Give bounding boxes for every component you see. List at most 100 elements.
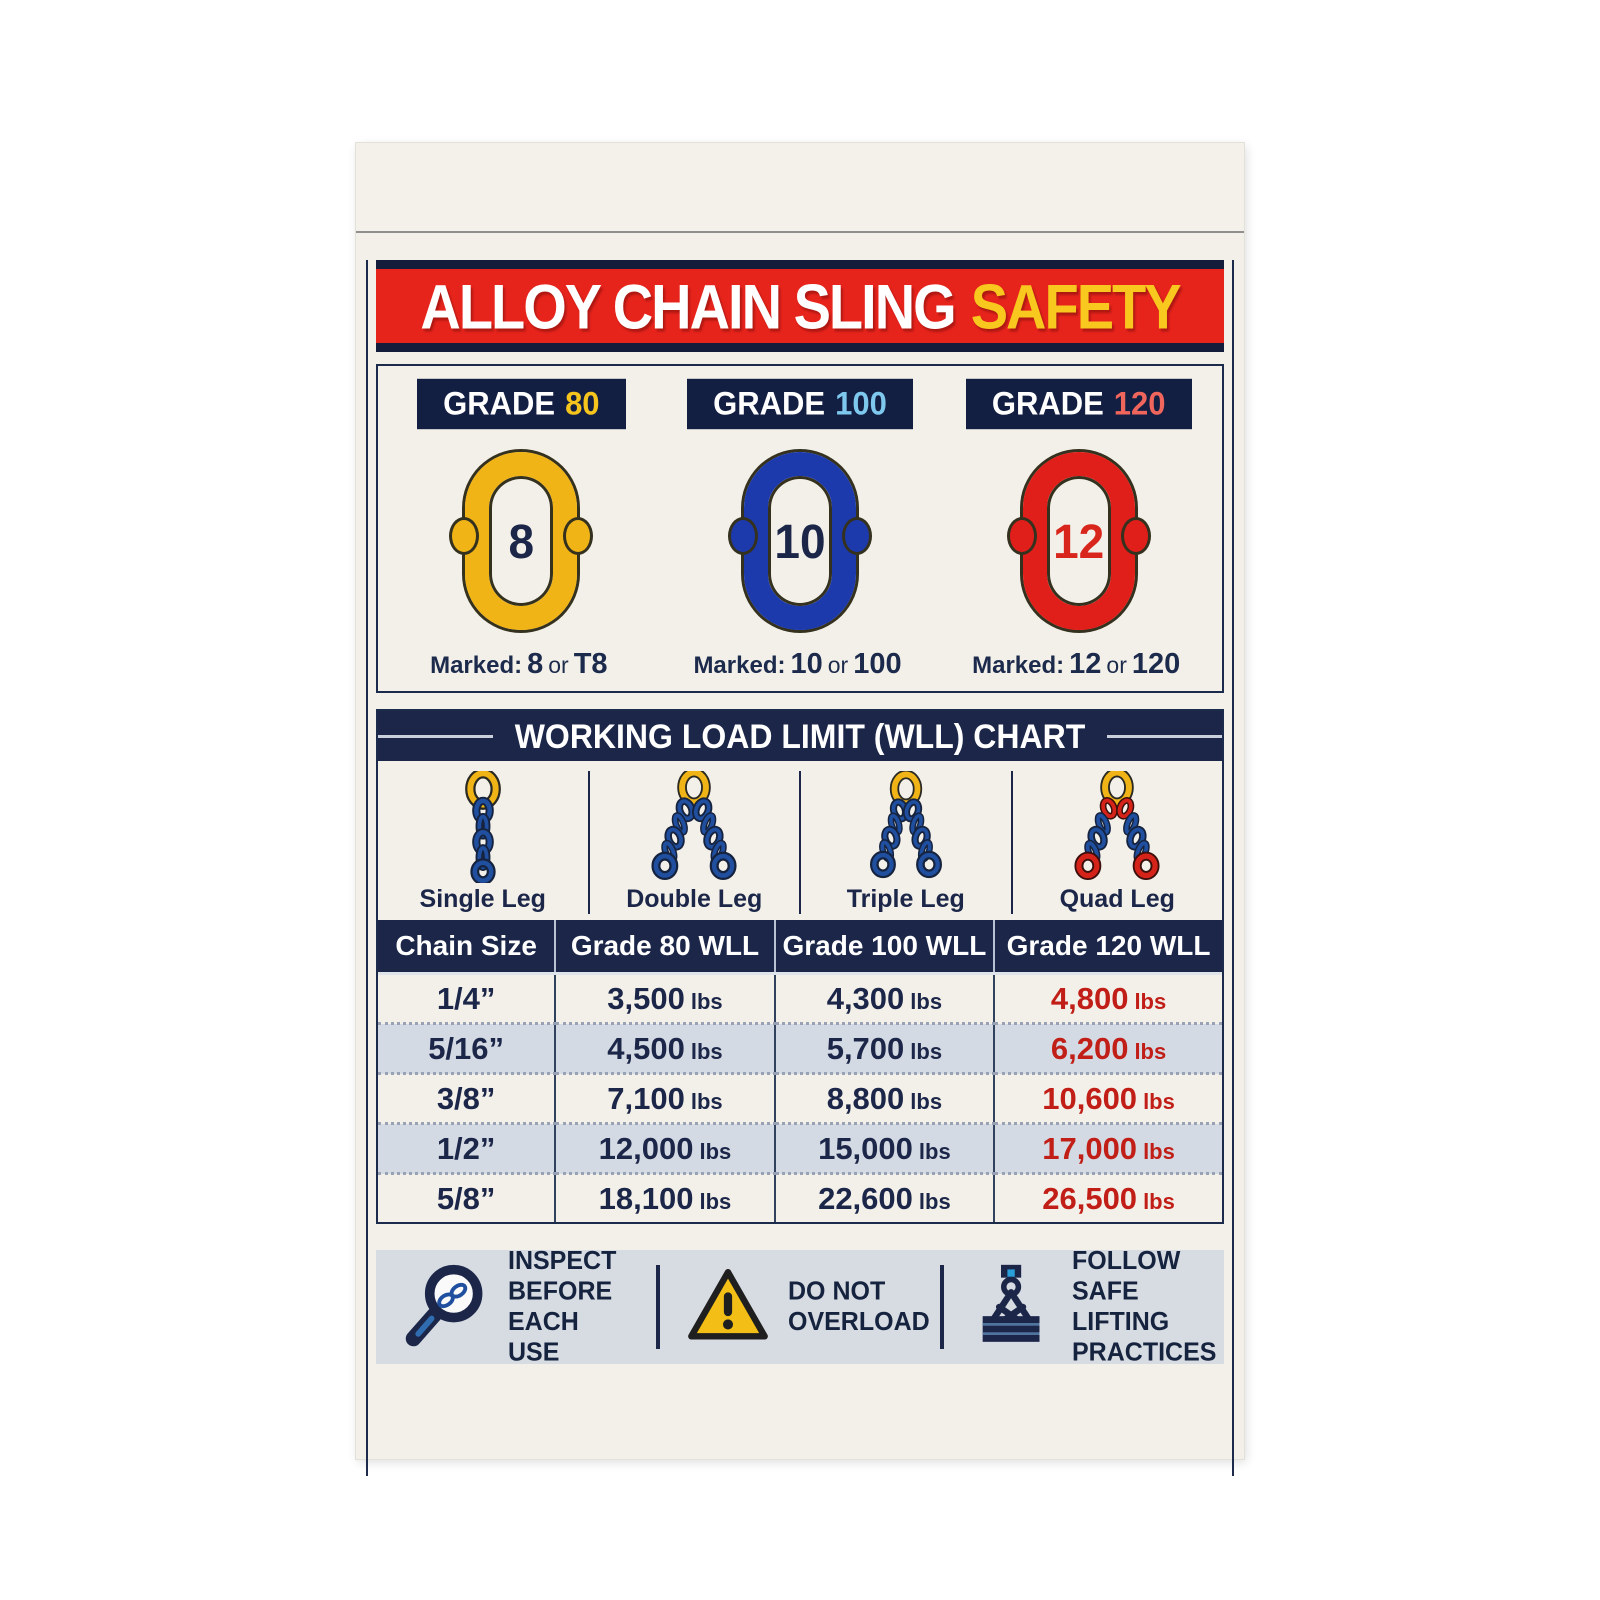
wll-unit: lbs [690,1088,723,1114]
marked-prefix: Marked: [972,652,1065,679]
grade-120-column: GRADE 120 12 Marked: 12 or 120 [939,378,1218,681]
wll-unit: lbs [910,1038,943,1064]
wll-chart-section: WORKING LOAD LIMIT (WLL) CHART [376,709,1224,1224]
grade-120-marking: Marked: 12 or 120 [972,648,1185,681]
page-title: ALLOY CHAIN SLING SAFETY [420,270,1182,343]
wll-unit: lbs [690,988,723,1014]
grade120-wll-cell: 17,000 lbs [993,1122,1222,1174]
banner-rule-left [378,734,493,738]
col-header-chain-size: Chain Size [378,920,556,975]
grade-120-master-link-icon: 12 [1009,448,1148,634]
banner-rule-right [1107,734,1222,738]
wll-unit: lbs [910,1088,943,1114]
chain-size-cell: 1/4” [436,980,496,1016]
grade80-wll-cell: 3,500 lbs [554,973,775,1024]
wll-value: 15,000 [818,1130,913,1166]
wll-unit: lbs [918,1188,951,1214]
marked-conjunction: or [827,652,849,678]
grade100-wll-cell: 4,300 lbs [773,973,995,1024]
grade-number: 100 [835,385,887,422]
inspect-item: INSPECT BEFORE EACH USE [376,1246,656,1367]
master-link-ring: 12 [1009,452,1148,630]
do-not-overload-text: DO NOT OVERLOAD [788,1276,930,1337]
wll-value: 8,800 [826,1080,905,1116]
grade-100-column: GRADE 100 10 Marked: 10 or 100 [661,378,940,681]
title-highlight: SAFETY [970,270,1182,342]
table-row: 3/8” 7,100 lbs 8,800 lbs 10,600 lbs [378,1072,1222,1124]
chain-size-cell: 5/8” [378,1172,556,1222]
safe-lifting-text: FOLLOW SAFE LIFTING PRACTICES [1072,1246,1217,1367]
triple-leg-column: Triple Leg [799,771,1011,914]
grade-number: 80 [565,385,600,422]
grade80-wll-cell: 12,000 lbs [554,1122,775,1174]
grade-100-master-link-icon: 10 [731,448,869,634]
chain-size-cell: 5/16” [378,1022,556,1074]
col-header-grade120: Grade 120 WLL [993,920,1222,975]
single-leg-sling-icon [464,771,501,883]
grade-number: 120 [1113,385,1166,422]
master-link-ring: 10 [731,452,869,630]
double-leg-column: Double Leg [587,771,800,914]
grade-80-marking: Marked: 8 or T8 [430,648,612,681]
chain-size-cell: 1/2” [378,1122,556,1174]
grade-80-master-link-icon: 8 [452,448,591,634]
grade100-wll-cell: 5,700 lbs [773,1022,995,1074]
safe-lifting-item: FOLLOW SAFE LIFTING PRACTICES [944,1246,1224,1367]
quad-leg-column: Quad Leg [1010,771,1223,914]
inspect-text: INSPECT BEFORE EACH USE [508,1246,617,1367]
leg-label: Double Leg [626,885,763,913]
wll-chart-banner: WORKING LOAD LIMIT (WLL) CHART [378,711,1222,761]
grade-100-header: GRADE 100 [687,378,913,430]
wll-unit: lbs [699,1138,732,1164]
grade-label: GRADE [443,385,556,422]
marked-code-1: 12 [1069,648,1102,680]
wll-value: 12,000 [598,1130,694,1166]
col-header-grade80: Grade 80 WLL [554,920,775,975]
grades-section: GRADE 80 8 Marked: 8 or T8 GRADE 100 [376,364,1224,693]
leg-label: Single Leg [419,885,546,913]
col-header-grade100: Grade 100 WLL [773,920,995,975]
wll-value: 5,700 [826,1030,905,1066]
grade-label: GRADE [713,385,826,422]
wll-unit: lbs [699,1188,732,1214]
grade120-wll-cell: 26,500 lbs [993,1172,1222,1222]
wll-value: 4,500 [607,1030,685,1066]
divider [940,1265,944,1349]
marked-prefix: Marked: [430,652,523,679]
grade100-wll-cell: 8,800 lbs [773,1072,995,1124]
wll-value: 7,100 [607,1080,685,1116]
double-leg-sling-icon [651,771,737,881]
wll-unit: lbs [1143,1188,1175,1214]
grade-100-marking: Marked: 10 or 100 [693,648,906,681]
wll-table-header-row: Chain Size Grade 80 WLL Grade 100 WLL Gr… [378,920,1222,975]
wll-unit: lbs [690,1038,723,1064]
table-row: 1/2” 12,000 lbs 15,000 lbs 17,000 lbs [378,1122,1222,1174]
wll-unit: lbs [910,988,943,1014]
sling-leg-types-row: Single Leg [378,761,1222,920]
wll-chart-title: WORKING LOAD LIMIT (WLL) CHART [514,716,1086,755]
wll-value: 26,500 [1042,1180,1138,1216]
wll-value: 22,600 [818,1180,913,1216]
grade-80-column: GRADE 80 8 Marked: 8 or T8 [382,378,661,681]
grade120-wll-cell: 4,800 lbs [993,973,1222,1024]
marked-code-2: T8 [573,648,608,680]
grade100-wll-cell: 22,600 lbs [773,1172,995,1222]
link-stamp-number: 12 [1053,513,1105,569]
magnifier-chain-icon [405,1264,483,1347]
do-not-overload-item: DO NOT OVERLOAD [660,1263,940,1351]
poster-top-margin [356,143,1244,233]
single-leg-column: Single Leg [378,771,588,914]
chain-size-cell: 3/8” [378,1072,556,1124]
marked-code-2: 100 [853,648,902,680]
wll-table: Chain Size Grade 80 WLL Grade 100 WLL Gr… [378,920,1222,1222]
title-main: ALLOY CHAIN SLING [420,270,956,342]
poster-content-frame: ALLOY CHAIN SLING SAFETY GRADE 80 8 Marked [366,260,1234,1476]
marked-code-2: 120 [1131,648,1181,680]
divider [656,1265,660,1349]
marked-conjunction: or [548,652,569,678]
leg-label: Triple Leg [846,885,965,913]
grade80-wll-cell: 18,100 lbs [554,1172,775,1222]
wll-value: 6,200 [1050,1030,1129,1066]
table-row: 5/8” 18,100 lbs 22,600 lbs 26,500 lbs [378,1172,1222,1222]
